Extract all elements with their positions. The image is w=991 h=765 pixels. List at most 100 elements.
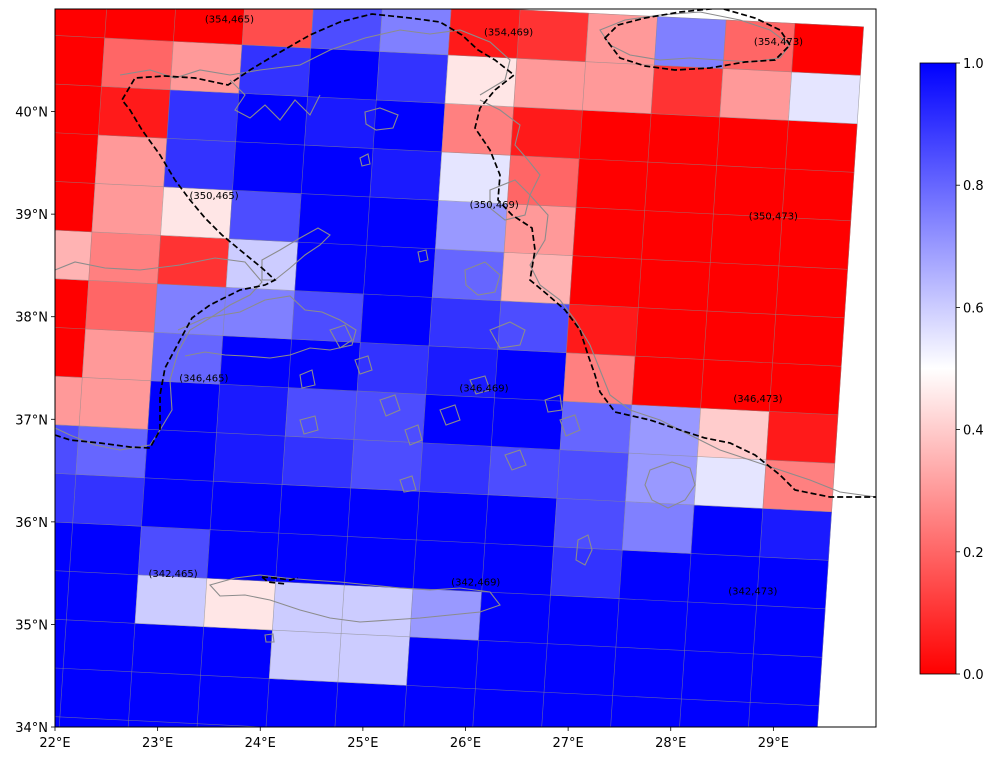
grid-cell (650, 64, 724, 118)
x-tick-label: 28°E (655, 736, 686, 751)
y-tick-label: 39°N (15, 208, 48, 223)
coastline-path (379, 394, 401, 417)
boundary-path (603, 9, 792, 71)
coastline-path (417, 249, 429, 263)
grid-cell (769, 362, 842, 416)
grid-cell (55, 181, 96, 233)
coastline-path (464, 261, 501, 296)
grid-cell (788, 71, 861, 125)
coastline-path (399, 475, 417, 493)
cell-index-label: (350,465) (189, 191, 238, 202)
grid-cell (369, 148, 443, 201)
graticule-lines (55, 9, 864, 727)
grid-line (55, 473, 832, 513)
grid-cell (634, 307, 708, 360)
cell-index-label: (342,473) (728, 587, 777, 598)
coastline-path (404, 424, 423, 446)
grid-cell (638, 258, 711, 312)
grid-cell (209, 480, 283, 534)
grid-cell (347, 487, 420, 541)
grid-cell (216, 383, 289, 437)
grid-cell (278, 484, 351, 537)
grid-cell (772, 314, 845, 367)
y-tick-label: 40°N (15, 106, 48, 121)
grid-cell (134, 574, 208, 627)
cell-index-label: (342,469) (451, 577, 500, 588)
grid-cell (693, 456, 767, 509)
grid-cell (55, 132, 99, 184)
grid-cell (491, 397, 564, 450)
grid-cell (615, 598, 689, 651)
grid-cell (203, 577, 276, 631)
grid-cell (229, 189, 302, 243)
grid-cell (59, 668, 133, 721)
grid-cell (513, 58, 586, 111)
grid-cell (98, 86, 171, 139)
grid-cell (690, 504, 764, 558)
grid-cell (197, 674, 270, 727)
x-tick-label: 26°E (450, 736, 481, 751)
coastline-path (575, 534, 593, 566)
x-tick-label: 24°E (245, 736, 276, 751)
grid-cell (612, 646, 685, 700)
grid-cell (566, 303, 639, 357)
coastline-path (177, 295, 357, 359)
grid-cell (559, 400, 633, 454)
grid-cell (569, 255, 642, 308)
grid-cell (578, 109, 652, 163)
grid-cell (376, 51, 449, 104)
grid-cell (344, 536, 417, 589)
colorbar-tick-label: 1.0 (963, 57, 984, 72)
grid-cell (654, 16, 727, 69)
grid-cell (719, 68, 792, 121)
y-axis-ticks: 34°N 35°N 36°N 37°N 38°N 39°N 40°N (15, 106, 55, 736)
grid-cell (300, 144, 374, 198)
grid-cell (765, 411, 839, 464)
grid-cell (756, 556, 829, 610)
grid-cell (206, 529, 280, 582)
grid-cell (550, 546, 623, 599)
grid-line (55, 83, 858, 125)
grid-cell (334, 681, 407, 727)
colorbar-tick-label: 0.0 (963, 668, 984, 683)
coastline-path (299, 415, 319, 435)
coastline-path (208, 574, 501, 623)
grid-cell (791, 23, 864, 76)
coastline-path (261, 227, 331, 281)
grid-cell (785, 120, 858, 173)
grid-cell (104, 9, 176, 42)
colorbar-tick-label: 0.8 (963, 179, 984, 194)
grid-cell (297, 193, 371, 246)
grid-cell (716, 116, 789, 170)
grid-cell (543, 643, 617, 696)
coastline-path (119, 29, 511, 96)
grid-cell (55, 424, 80, 475)
grid-cell (163, 138, 236, 191)
grid-cell (484, 494, 558, 547)
grid-line (55, 716, 271, 727)
grid-cell (575, 158, 649, 211)
x-axis-ticks: 22°E 23°E 24°E 25°E 26°E 27°E 28°E 29°E (39, 727, 789, 751)
coastline-path (364, 107, 399, 131)
coastline-path (644, 461, 696, 509)
cell-index-label: (354,469) (484, 28, 533, 39)
grid-cell (62, 619, 136, 673)
grid-cell (265, 678, 339, 727)
grid-cell (219, 335, 292, 388)
grid-cell (101, 37, 174, 91)
coastline-path (504, 449, 527, 471)
grid-cell (356, 342, 430, 395)
grid-line (55, 278, 845, 319)
grid-cell (428, 297, 502, 350)
coastline-path (329, 324, 353, 349)
grid-cell (775, 265, 848, 319)
grid-cell (360, 293, 433, 347)
cell-index-label: (350,469) (470, 200, 519, 211)
coastline-path (489, 179, 531, 221)
grid-cell (431, 248, 505, 302)
data-cells (55, 9, 864, 727)
coastline-path (264, 633, 275, 643)
grid-cell (284, 387, 358, 440)
cell-index-label: (354,465) (205, 14, 254, 25)
